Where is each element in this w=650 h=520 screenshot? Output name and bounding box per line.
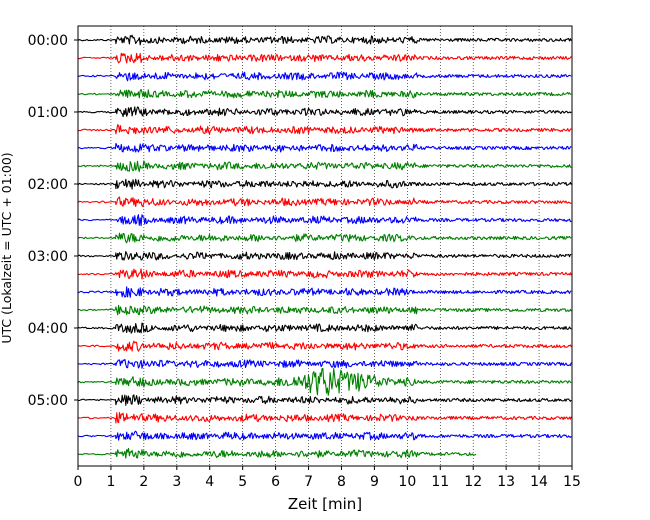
- seismogram-trace: [77, 268, 572, 280]
- seismogram-trace: [77, 447, 477, 459]
- x-tick-label: 0: [74, 474, 83, 490]
- seismogram-trace: [77, 160, 572, 173]
- seismogram-trace: [77, 340, 572, 352]
- x-tick-label: 9: [370, 474, 379, 490]
- x-tick-label: 1: [106, 474, 115, 490]
- seismogram-trace: [77, 251, 572, 261]
- traces: [77, 34, 572, 459]
- seismogram-trace: [77, 367, 572, 396]
- axes-frame: [77, 25, 573, 467]
- x-tick-label: 12: [464, 474, 482, 490]
- x-tick-label: 14: [530, 474, 548, 490]
- seismogram-trace: [77, 196, 572, 208]
- x-tick-label: 10: [398, 474, 416, 490]
- seismogram-trace: [77, 232, 572, 244]
- seismogram-trace: [77, 214, 572, 227]
- y-axis-label: UTC (Lokalzeit = UTC + 01:00): [0, 152, 14, 343]
- x-tick-label: 13: [497, 474, 515, 490]
- seismogram-trace: [77, 286, 572, 298]
- x-tick-label: 3: [172, 474, 181, 490]
- seismogram-trace: [77, 71, 572, 82]
- x-tick-label: 7: [304, 474, 313, 490]
- seismogram-trace: [77, 430, 572, 441]
- seismogram-trace: [77, 88, 572, 99]
- grid-lines: [110, 26, 540, 466]
- axis-ticks: 0 1 2 3 4 5 6 7 8 9 10 11 12 13 14 1500:0001:0002:0003:…: [28, 33, 581, 490]
- x-tick-label: 15: [563, 474, 581, 490]
- y-tick-label: 02:00: [28, 177, 68, 193]
- seismogram-trace: [77, 411, 572, 424]
- seismogram-trace: [77, 178, 572, 190]
- seismogram-trace: [77, 358, 572, 369]
- y-tick-label: 03:00: [28, 249, 68, 265]
- seismogram-trace: [77, 124, 572, 135]
- x-tick-label: 6: [271, 474, 280, 490]
- y-tick-label: 04:00: [28, 321, 68, 337]
- seismogram-trace: [77, 142, 572, 153]
- seismogram-trace: [77, 322, 572, 334]
- seismogram-trace: [77, 304, 572, 316]
- x-axis-label: Zeit [min]: [288, 495, 362, 513]
- x-tick-label: 11: [431, 474, 449, 490]
- seismogram-trace: [77, 394, 572, 406]
- x-tick-label: 4: [205, 474, 214, 490]
- y-tick-label: 05:00: [28, 393, 68, 409]
- y-tick-label: 00:00: [28, 33, 68, 49]
- x-tick-label: 8: [337, 474, 346, 490]
- seismogram-trace: [77, 52, 572, 64]
- seismogram-trace: [77, 34, 572, 46]
- y-tick-label: 01:00: [28, 105, 68, 121]
- seismogram-trace: [77, 106, 572, 118]
- x-tick-label: 2: [139, 474, 148, 490]
- x-tick-label: 5: [238, 474, 247, 490]
